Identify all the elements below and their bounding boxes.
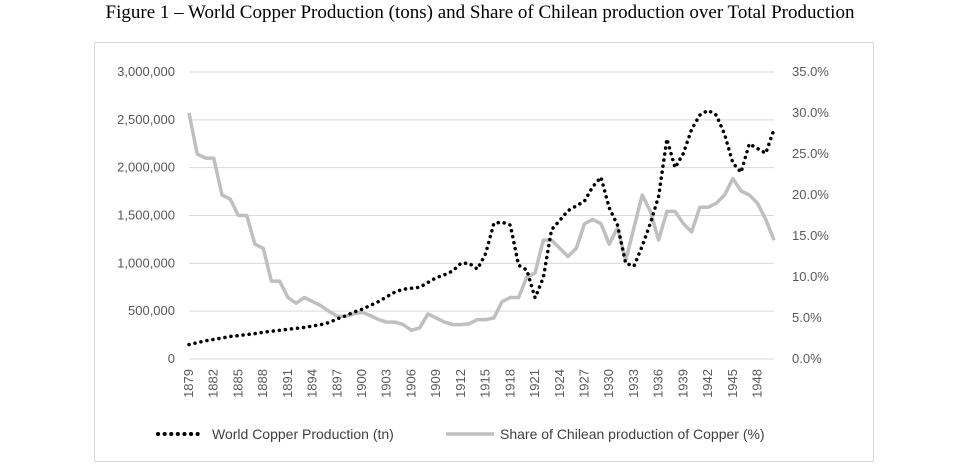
left-tick-label: 500,000: [128, 303, 175, 318]
x-tick-label: 1939: [675, 369, 690, 398]
share-series-line: [187, 112, 776, 333]
left-tick-label: 2,500,000: [117, 112, 175, 127]
production-series-line: [187, 108, 776, 347]
x-axis-labels: 1879 1882 1885 1888 1891 1894 1897 1900 1903 1906…: [181, 369, 765, 398]
x-tick-label: 1897: [329, 369, 344, 398]
grid-lines: [189, 71, 774, 360]
x-tick-label: 1879: [181, 369, 196, 398]
right-axis-labels: 0.0% 5.0% 10.0% 15.0% 20.0% 25.0% 30.0% 35.0%: [792, 64, 829, 366]
legend: World Copper Production (tn) Share of Ch…: [156, 426, 765, 442]
left-tick-label: 2,000,000: [117, 160, 175, 175]
x-tick-label: 1894: [305, 369, 320, 398]
right-tick-label: 5.0%: [792, 310, 822, 325]
x-tick-label: 1933: [626, 369, 641, 398]
x-tick-label: 1930: [601, 369, 616, 398]
chart-frame: [94, 42, 874, 462]
right-tick-label: 30.0%: [792, 105, 829, 120]
right-tick-label: 10.0%: [792, 269, 829, 284]
x-tick-label: 1915: [478, 369, 493, 398]
x-tick-label: 1945: [725, 369, 740, 398]
x-tick-label: 1906: [403, 369, 418, 398]
x-tick-label: 1885: [230, 369, 245, 398]
x-tick-label: 1903: [379, 369, 394, 398]
legend-production-label: World Copper Production (tn): [212, 426, 394, 442]
x-tick-label: 1948: [750, 369, 765, 398]
x-tick-label: 1900: [354, 369, 369, 398]
x-tick-label: 1888: [255, 369, 270, 398]
series-lines: [187, 108, 776, 347]
left-tick-label: 1,500,000: [117, 208, 175, 223]
x-tick-label: 1927: [576, 369, 591, 398]
right-tick-label: 35.0%: [792, 64, 829, 79]
legend-share-label: Share of Chilean production of Copper (%…: [500, 426, 765, 442]
x-tick-label: 1909: [428, 369, 443, 398]
x-tick-label: 1882: [206, 369, 221, 398]
left-tick-label: 0: [168, 351, 175, 366]
x-tick-label: 1918: [502, 369, 517, 398]
x-tick-label: 1924: [552, 369, 567, 398]
x-tick-label: 1912: [453, 369, 468, 398]
right-tick-label: 25.0%: [792, 146, 829, 161]
left-axis-labels: 0 500,000 1,000,000 1,500,000 2,000,000 2,500…: [117, 64, 175, 366]
left-tick-label: 1,000,000: [117, 255, 175, 270]
left-tick-label: 3,000,000: [117, 64, 175, 79]
x-tick-label: 1942: [700, 369, 715, 398]
right-tick-label: 15.0%: [792, 228, 829, 243]
x-tick-label: 1921: [527, 369, 542, 398]
figure-caption: Figure 1 – World Copper Production (tons…: [105, 2, 855, 23]
x-tick-label: 1891: [280, 369, 295, 398]
x-tick-label: 1936: [651, 369, 666, 398]
right-tick-label: 20.0%: [792, 187, 829, 202]
right-tick-label: 0.0%: [792, 351, 822, 366]
